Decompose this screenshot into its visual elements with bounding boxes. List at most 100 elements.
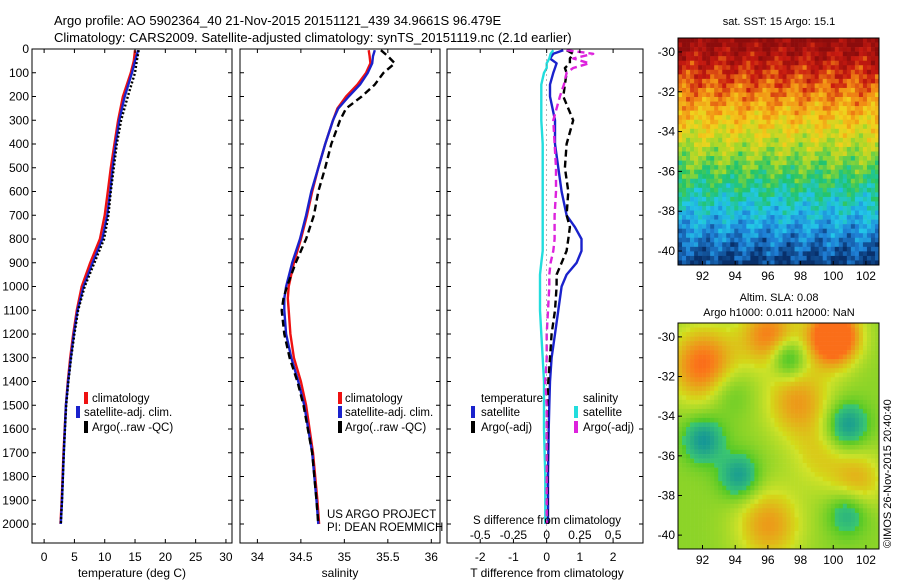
sst-cell <box>794 233 799 239</box>
sla-cell <box>750 327 755 333</box>
sst-cell <box>762 246 767 252</box>
sst-cell <box>822 69 828 75</box>
sst-cell <box>782 42 787 48</box>
sla-cell <box>694 426 699 432</box>
sst-cell <box>858 47 864 52</box>
sla-cell <box>838 341 844 346</box>
sst-cell <box>730 146 735 152</box>
sst-cell <box>826 69 832 75</box>
sla-cell <box>794 377 799 383</box>
sst-cell <box>782 78 787 84</box>
sst-cell <box>714 224 719 229</box>
sst-cell <box>766 160 771 166</box>
sla-cell <box>842 332 848 337</box>
sst-cell <box>774 56 779 61</box>
sst-cell <box>842 169 848 175</box>
sla-cell <box>766 463 771 468</box>
sst-cell <box>854 151 860 157</box>
sla-cell <box>818 417 824 423</box>
sla-cell <box>698 395 703 401</box>
sst-cell <box>722 228 727 234</box>
sst-cell <box>822 97 828 102</box>
sst-cell <box>850 255 856 261</box>
sla-cell <box>806 408 811 414</box>
sla-cell <box>846 323 852 328</box>
legend-swatch-climatology <box>84 392 88 404</box>
sst-cell <box>786 74 791 80</box>
sst-cell <box>834 210 840 216</box>
sst-cell <box>810 169 815 175</box>
sst-cell <box>874 124 880 130</box>
sst-cell <box>778 56 783 61</box>
sst-cell <box>770 260 775 266</box>
sla-cell <box>814 363 819 369</box>
sst-cell <box>846 47 852 52</box>
sla-cell <box>710 404 715 410</box>
sst-cell <box>838 260 844 266</box>
sst-cell <box>770 165 775 170</box>
sst-cell <box>702 87 707 93</box>
sst-cell <box>846 133 852 139</box>
sst-cell <box>742 92 747 98</box>
sla-cell <box>850 512 856 518</box>
sla-cell <box>778 499 783 505</box>
sst-cell <box>834 106 840 111</box>
sst-cell <box>734 133 739 139</box>
sst-cell <box>686 251 691 257</box>
sla-cell <box>726 359 731 364</box>
sst-cell <box>782 101 787 107</box>
sst-cell <box>850 228 856 234</box>
sla-cell <box>794 458 799 464</box>
sla-cell <box>802 372 807 378</box>
sst-cell <box>738 178 743 184</box>
sla-cell <box>742 323 747 328</box>
sla-cell <box>718 377 723 383</box>
sla-cell <box>782 454 787 459</box>
sst-cell <box>850 60 856 66</box>
sst-cell <box>818 97 824 102</box>
sla-cell <box>718 336 723 342</box>
sst-cell <box>718 165 723 170</box>
sst-cell <box>862 228 868 234</box>
sst-cell <box>762 260 767 266</box>
sla-cell <box>694 332 699 337</box>
sst-cell <box>826 224 832 229</box>
sst-cell <box>754 110 759 116</box>
sst-cell <box>722 124 727 130</box>
sst-cell <box>822 156 828 161</box>
sst-cell <box>694 237 699 243</box>
salinity-series-argo-raw-qc- <box>280 49 396 525</box>
sst-cell <box>782 106 787 111</box>
sst-cell <box>694 47 699 52</box>
sla-cell <box>842 386 848 392</box>
sst-cell <box>786 83 791 89</box>
sla-cell <box>758 490 763 496</box>
sst-cell <box>702 101 707 107</box>
sst-cell <box>790 260 795 266</box>
sst-cell <box>874 128 880 134</box>
sla-cell <box>758 463 763 468</box>
sst-cell <box>814 260 819 266</box>
sla-cell <box>722 485 727 491</box>
sla-cell <box>834 472 840 477</box>
sst-cell <box>802 97 807 102</box>
sla-cell <box>818 431 824 437</box>
sst-cell <box>690 119 695 125</box>
sst-cell <box>818 110 824 116</box>
sst-cell <box>810 228 815 234</box>
sst-cell <box>746 133 751 139</box>
sst-cell <box>838 205 844 211</box>
sla-cell <box>762 368 767 374</box>
sst-cell <box>870 87 876 93</box>
sla-cell <box>730 445 735 450</box>
sst-cell <box>706 205 711 211</box>
sla-cell <box>802 481 807 487</box>
sst-cell <box>762 115 767 121</box>
sst-cell <box>754 205 759 211</box>
sst-cell <box>730 137 735 143</box>
sla-cell <box>694 499 699 505</box>
sst-cell <box>870 215 876 220</box>
sla-cell <box>858 490 864 496</box>
sst-cell <box>698 137 703 143</box>
sla-cell <box>782 350 787 355</box>
